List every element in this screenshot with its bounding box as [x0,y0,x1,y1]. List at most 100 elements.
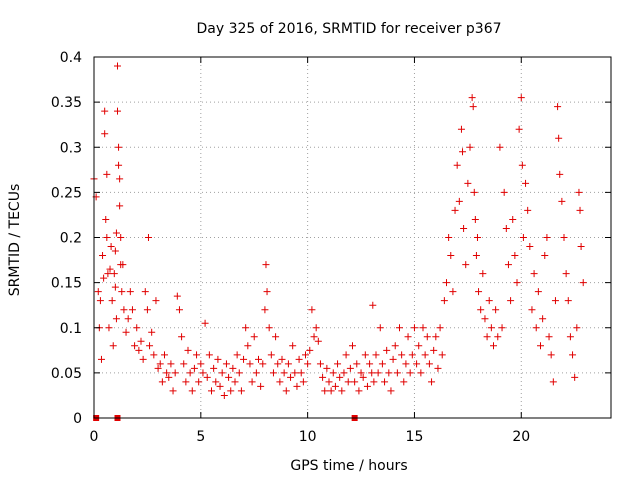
data-point [133,324,141,332]
chart-title: Day 325 of 2016, SRMTID for receiver p36… [196,21,501,37]
data-point [190,364,198,372]
data-point [518,161,526,169]
data-point [537,342,544,350]
data-point [126,288,134,296]
data-point [368,369,376,377]
data-point [460,224,468,232]
data-point [355,387,363,395]
y-tick-label: 0.4 [60,50,82,66]
data-point [504,261,512,269]
data-point [250,333,258,341]
data-point [178,333,186,341]
data-point [342,351,350,359]
data-point [240,355,248,363]
data-point [530,270,538,278]
data-point [436,324,444,332]
data-point [404,333,412,341]
data-point [263,288,271,296]
x-tick-label: 20 [512,429,530,445]
y-tick-label: 0.1 [60,321,82,337]
data-point [519,234,527,241]
data-point [507,297,515,305]
y-tick-label: 0.05 [51,366,82,382]
data-point [359,373,367,381]
data-point [237,387,245,395]
data-point [218,369,226,377]
data-point [262,261,270,269]
data-point [449,288,457,296]
data-point [549,378,557,386]
data-point [562,270,570,278]
data-point [369,301,377,309]
data-point [575,188,583,196]
data-point [118,288,126,296]
data-point [269,369,277,377]
data-point [101,130,109,138]
data-point [257,382,265,390]
data-point [473,234,481,241]
data-point [229,364,237,372]
data-point [222,360,230,368]
data-point [555,134,563,142]
data-point [425,360,433,368]
data-point [99,252,107,260]
data-point [402,360,410,368]
data-point [566,333,574,341]
data-point [208,387,215,395]
data-point [464,179,472,187]
data-point [227,387,235,395]
data-point [472,252,480,260]
data-point [357,369,365,377]
data-point [455,197,463,205]
data-point [186,369,194,377]
data-point [291,369,299,377]
data-point [156,360,164,368]
data-point [423,333,431,341]
data-point [182,378,190,386]
data-point [205,351,213,359]
data-point [331,382,339,390]
data-point [477,306,485,314]
y-tick-label: 0 [73,411,82,427]
data-point [421,351,429,359]
data-point [165,373,173,381]
data-point [107,243,115,251]
data-point [344,378,352,386]
data-point [457,125,465,133]
data-point [272,333,280,341]
data-point [509,215,517,223]
data-point [554,103,562,111]
data-point [180,360,188,368]
y-axis-label: SRMTID / TECUs [7,184,23,297]
data-point [220,391,228,399]
y-tick-label: 0.15 [51,276,82,292]
y-tick-label: 0.25 [51,185,82,201]
data-point [398,351,406,359]
data-point [116,175,124,183]
data-point [105,324,113,332]
data-points [90,62,587,421]
data-point [374,369,382,377]
data-point [325,378,333,386]
data-point [569,351,577,359]
x-axis-label: GPS time / hours [290,458,407,474]
data-point [391,342,399,350]
data-point [299,378,307,386]
data-point [212,378,220,386]
x-tick-label: 0 [90,429,99,445]
data-point [94,288,102,296]
data-point [304,360,312,368]
data-point [443,279,450,287]
data-point [267,351,275,359]
data-point [560,234,568,241]
data-point [469,103,477,111]
data-point [225,373,233,381]
data-point [541,252,549,260]
data-point [131,342,139,350]
data-point [385,369,393,377]
data-point [485,297,493,305]
data-point [233,351,241,359]
data-point [310,333,318,341]
data-point [150,351,158,359]
data-point [278,355,286,363]
